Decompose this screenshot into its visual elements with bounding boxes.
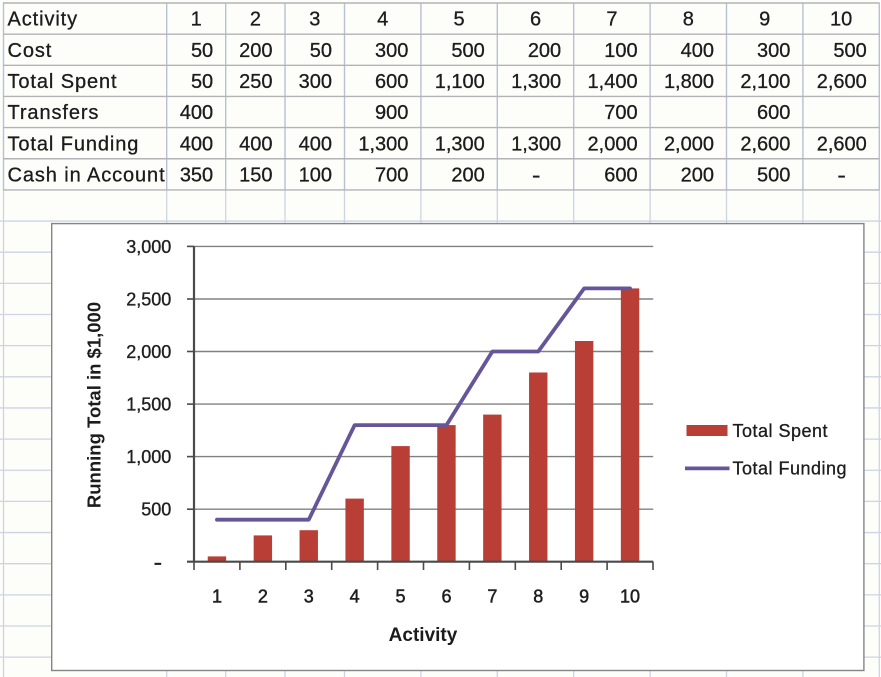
svg-text:5: 5 xyxy=(396,586,406,606)
svg-text:9: 9 xyxy=(579,586,589,606)
svg-text:4: 4 xyxy=(377,9,388,31)
svg-text:2,600: 2,600 xyxy=(740,133,790,155)
svg-text:1,500: 1,500 xyxy=(126,395,171,415)
svg-text:1,300: 1,300 xyxy=(435,133,485,155)
svg-text:4: 4 xyxy=(350,586,360,606)
svg-text:600: 600 xyxy=(604,165,637,187)
svg-text:Activity: Activity xyxy=(389,625,458,646)
svg-text:7: 7 xyxy=(606,9,617,31)
svg-text:Total Funding: Total Funding xyxy=(733,459,848,479)
svg-text:50: 50 xyxy=(310,40,332,62)
svg-text:150: 150 xyxy=(239,165,272,187)
svg-text:1,800: 1,800 xyxy=(664,71,714,93)
svg-text:2,600: 2,600 xyxy=(817,71,867,93)
svg-text:1,300: 1,300 xyxy=(511,133,561,155)
svg-text:Activity: Activity xyxy=(8,9,79,31)
svg-text:Total Spent: Total Spent xyxy=(8,71,118,93)
svg-text:600: 600 xyxy=(375,71,408,93)
svg-text:3: 3 xyxy=(304,586,314,606)
svg-text:8: 8 xyxy=(683,9,694,31)
svg-text:400: 400 xyxy=(239,133,272,155)
svg-text:200: 200 xyxy=(451,165,484,187)
svg-text:500: 500 xyxy=(451,40,484,62)
svg-text:50: 50 xyxy=(191,40,213,62)
svg-text:2: 2 xyxy=(250,9,261,31)
svg-text:300: 300 xyxy=(757,40,790,62)
svg-text:350: 350 xyxy=(180,165,213,187)
svg-text:700: 700 xyxy=(604,102,637,124)
svg-text:2,000: 2,000 xyxy=(126,342,171,362)
svg-text:10: 10 xyxy=(830,9,852,31)
svg-text:300: 300 xyxy=(375,40,408,62)
svg-text:Running Total in $1,000: Running Total in $1,000 xyxy=(84,302,105,508)
svg-text:250: 250 xyxy=(239,71,272,93)
svg-text:1,000: 1,000 xyxy=(126,447,171,467)
svg-text:3: 3 xyxy=(309,9,320,31)
svg-text:300: 300 xyxy=(299,71,332,93)
svg-text:2,500: 2,500 xyxy=(126,290,171,310)
svg-text:Cash in Account: Cash in Account xyxy=(8,165,166,187)
svg-text:1: 1 xyxy=(191,9,202,31)
svg-text:2,600: 2,600 xyxy=(817,133,867,155)
svg-text:400: 400 xyxy=(299,133,332,155)
svg-text:1,300: 1,300 xyxy=(358,133,408,155)
svg-text:1,300: 1,300 xyxy=(511,71,561,93)
svg-text:2,000: 2,000 xyxy=(664,133,714,155)
svg-text:400: 400 xyxy=(180,133,213,155)
svg-text:500: 500 xyxy=(141,500,171,520)
svg-text:200: 200 xyxy=(528,40,561,62)
svg-text:6: 6 xyxy=(530,9,541,31)
svg-text:Transfers: Transfers xyxy=(8,102,100,124)
svg-text:1,400: 1,400 xyxy=(588,71,638,93)
svg-text:900: 900 xyxy=(375,102,408,124)
svg-text:Total Spent: Total Spent xyxy=(733,421,829,441)
svg-text:5: 5 xyxy=(454,9,465,31)
svg-text:100: 100 xyxy=(299,165,332,187)
svg-text:2,000: 2,000 xyxy=(588,133,638,155)
svg-text:9: 9 xyxy=(759,9,770,31)
svg-text:400: 400 xyxy=(681,40,714,62)
svg-text:50: 50 xyxy=(191,71,213,93)
svg-text:1: 1 xyxy=(212,586,222,606)
svg-text:200: 200 xyxy=(239,40,272,62)
svg-text:600: 600 xyxy=(757,102,790,124)
svg-text:500: 500 xyxy=(757,165,790,187)
svg-text:200: 200 xyxy=(681,165,714,187)
svg-text:400: 400 xyxy=(180,102,213,124)
svg-text:7: 7 xyxy=(487,586,497,606)
svg-text:1,100: 1,100 xyxy=(435,71,485,93)
svg-text:8: 8 xyxy=(533,586,543,606)
svg-text:3,000: 3,000 xyxy=(126,237,171,257)
svg-text:700: 700 xyxy=(375,165,408,187)
svg-text:2: 2 xyxy=(258,586,268,606)
svg-text:Cost: Cost xyxy=(8,40,53,62)
svg-text:10: 10 xyxy=(620,586,640,606)
svg-text:500: 500 xyxy=(833,40,866,62)
svg-text:100: 100 xyxy=(604,40,637,62)
svg-text:2,100: 2,100 xyxy=(740,71,790,93)
svg-text:Total Funding: Total Funding xyxy=(8,133,140,155)
svg-text:6: 6 xyxy=(441,586,451,606)
